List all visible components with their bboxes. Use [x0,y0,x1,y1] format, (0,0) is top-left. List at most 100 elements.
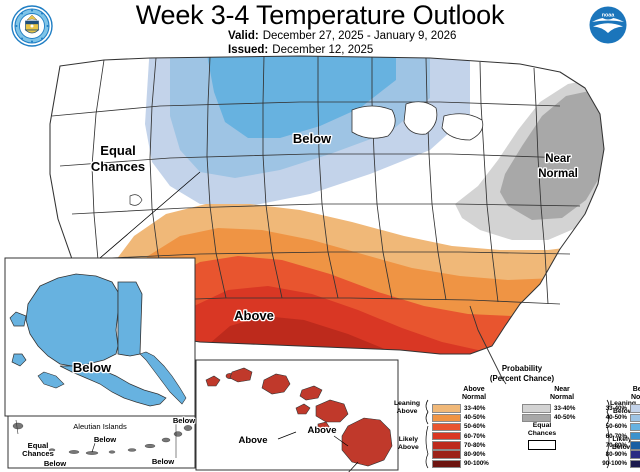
legend-likely-below: Likely Below [612,436,632,452]
map-label-aleutian-below-4: Below [173,416,195,425]
aleutian-inset: Aleutian Islands Equal Chances Below Bel… [7,415,197,469]
map-label-above-south: Above [234,308,274,323]
below-heading-line2: Normal [630,394,640,401]
legend-swatch [432,422,461,432]
legend-swatch [630,404,640,413]
map-label-aleutian-below-3: Below [152,457,174,466]
legend-leaning-below: Leaning Below [610,400,636,416]
map-label-aleutian-islands: Aleutian Islands [73,422,127,431]
legend-bin: 40-50% [432,413,516,422]
legend-above-bins: 33-40% 40-50% 50-60% 60-70% 70-80% 80-90% 90-1… [432,404,516,468]
hawaii-inset: Above Above Above Above [195,359,399,472]
legend-bin: 50-60% [432,422,516,432]
legend-bin: 80-90% [600,450,640,459]
valid-value: December 27, 2025 - January 9, 2026 [262,30,457,42]
legend-near-bins: 33-40% 40-50% [522,404,602,422]
valid-label: Valid: [228,30,259,42]
legend-column-above-normal: Above Normal 33-40% 40-50% 50-60% 60-70% 70-… [432,386,516,468]
legend-range-label: 60-70% [464,432,486,440]
legend-title-line1: Probability [501,364,543,373]
near-normal-region [455,78,604,240]
legend-bin: 70-80% [432,441,516,450]
legend-range-label: 90-100% [602,460,627,468]
leaning-below-line2: Below [613,408,634,415]
legend-bin: 90-100% [432,459,516,468]
valid-date-row: Valid: December 27, 2025 - January 9, 202… [228,30,456,42]
legend-swatch [432,431,461,441]
legend-range-label: 70-80% [464,441,486,449]
legend-swatch [432,413,461,422]
legend-swatch [630,441,640,450]
legend-bin: 40-50% [600,413,640,422]
legend-range-label: 40-50% [605,414,627,422]
legend-leaning-above: Leaning Above [394,400,420,416]
legend-bin: 33-40% [522,404,602,413]
likely-below-line1: Likely [612,436,632,443]
legend-bin: 90-100% [600,459,640,468]
legend-equal-chances-swatch [528,440,556,450]
legend-swatch [630,413,640,422]
legend-equal-chances-label: Equal Chances [514,422,570,438]
legend-range-label: 90-100% [464,460,489,468]
legend-bin: 33-40% [432,404,516,413]
legend-range-label: 50-60% [464,423,486,431]
legend-likely-above: Likely Above [398,436,419,452]
map-label-aleutian-equal-line1: Equal [28,441,49,450]
legend-range-label: 60-70% [605,432,627,440]
page-title: Week 3-4 Temperature Outlook [135,0,505,30]
map-label-equal-chances-west-line2: Chances [91,159,145,174]
probability-legend: Probability (Percent Chance) Leaning Abo… [394,364,640,472]
likely-above-line1: Likely [398,436,419,443]
map-label-near-normal-line2: Normal [538,168,578,180]
map-label-equal-chances-west-line1: Equal [100,143,135,158]
legend-swatch [432,404,461,413]
legend-title: Probability (Percent Chance) [404,364,640,383]
noaa-logo-icon: noaa [589,6,627,44]
legend-range-label: 40-50% [554,414,576,422]
legend-range-label: 50-60% [605,423,627,431]
equal-chances-line1: Equal [532,422,552,429]
map-label-below-north: Below [293,131,332,146]
noaa-wordmark: noaa [602,13,616,19]
legend-range-label: 70-80% [605,441,627,449]
legend-bin: 33-40% [600,404,640,413]
legend-column-near-normal: Near Normal 33-40% 40-50% [522,386,602,422]
legend-swatch [432,459,461,468]
below-heading-line1: Below [632,386,640,393]
legend-swatch [630,450,640,459]
conus-labels: Equal Chances Below Near Normal Above [90,130,580,325]
legend-swatch [630,422,640,432]
map-label-aleutian-below-2: Below [94,435,116,444]
leaning-above-line2: Above [396,408,418,415]
equal-chances-line2: Chances [527,430,557,437]
legend-swatch [432,441,461,450]
near-heading-line1: Near [554,386,570,393]
below-normal-region [145,56,470,206]
map-label-alaska-below: Below [73,360,112,375]
legend-swatch [630,431,640,441]
legend-range-label: 33-40% [554,405,576,413]
map-label-aleutian-below-1: Below [44,459,66,468]
legend-swatch [522,413,551,422]
legend-bin: 50-60% [600,422,640,432]
legend-title-line2: (Percent Chance) [489,373,555,383]
legend-range-label: 80-90% [605,451,627,459]
near-heading-line2: Normal [549,394,575,401]
above-heading-line2: Normal [461,394,487,401]
issued-date-row: Issued: December 12, 2025 [228,44,373,56]
leaning-above-line1: Leaning [394,400,421,407]
issued-label: Issued: [228,44,269,56]
legend-swatch [522,404,551,413]
legend-bin: 60-70% [432,431,516,441]
legend-bin: 70-80% [600,441,640,450]
legend-above-heading: Above Normal [432,386,516,402]
legend-below-heading: Below Normal [600,386,640,402]
likely-above-line2: Above [398,444,419,451]
map-label-hawaii-above-1: Above [238,435,267,446]
legend-below-bins: 33-40% 40-50% 50-60% 60-70% 70-80% 80-90% 90-1… [600,404,640,468]
legend-bin: 60-70% [600,431,640,441]
legend-swatch [432,450,461,459]
legend-bin: 80-90% [432,450,516,459]
leaning-below-line1: Leaning [610,400,637,407]
legend-range-label: 33-40% [464,405,486,413]
